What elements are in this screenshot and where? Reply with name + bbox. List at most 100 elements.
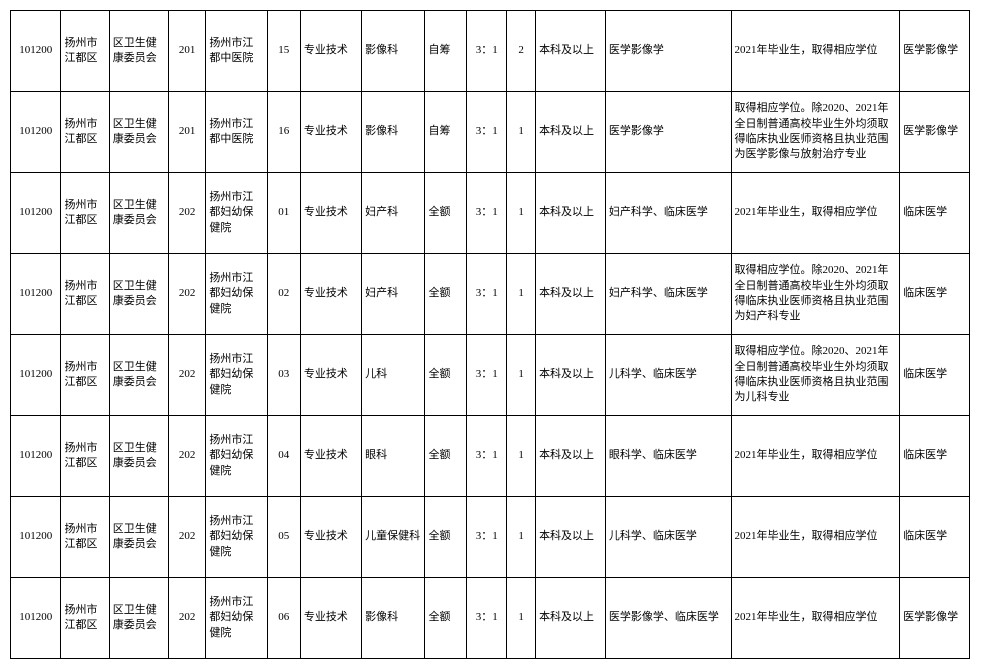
table-cell: 全额 (425, 416, 467, 497)
table-cell: 201 (168, 92, 206, 173)
table-cell: 1 (507, 335, 536, 416)
table-cell: 本科及以上 (536, 497, 606, 578)
table-cell: 1 (507, 497, 536, 578)
table-cell: 本科及以上 (536, 416, 606, 497)
table-cell: 本科及以上 (536, 335, 606, 416)
table-cell: 3：1 (467, 92, 507, 173)
table-cell: 自筹 (425, 11, 467, 92)
table-cell: 医学影像学 (605, 11, 731, 92)
table-cell: 全额 (425, 497, 467, 578)
table-cell: 2021年毕业生，取得相应学位 (731, 416, 900, 497)
table-cell: 3：1 (467, 173, 507, 254)
table-cell: 15 (267, 11, 300, 92)
table-cell: 专业技术 (300, 497, 361, 578)
table-row: 101200扬州市江都区区卫生健康委员会202扬州市江都妇幼保健院02专业技术妇… (11, 254, 970, 335)
table-cell: 1 (507, 92, 536, 173)
table-cell: 06 (267, 578, 300, 659)
table-cell: 区卫生健康委员会 (109, 254, 168, 335)
table-cell: 3：1 (467, 416, 507, 497)
table-cell: 本科及以上 (536, 578, 606, 659)
table-cell: 临床医学 (900, 254, 970, 335)
table-cell: 03 (267, 335, 300, 416)
table-cell: 区卫生健康委员会 (109, 416, 168, 497)
table-cell: 儿科学、临床医学 (605, 335, 731, 416)
table-cell: 202 (168, 173, 206, 254)
table-cell: 扬州市江都妇幼保健院 (206, 254, 267, 335)
table-cell: 扬州市江都妇幼保健院 (206, 497, 267, 578)
table-cell: 医学影像学 (900, 11, 970, 92)
table-cell: 3：1 (467, 335, 507, 416)
table-cell: 201 (168, 11, 206, 92)
table-cell: 3：1 (467, 578, 507, 659)
table-cell: 扬州市江都区 (61, 173, 109, 254)
recruitment-table: 101200扬州市江都区区卫生健康委员会201扬州市江都中医院15专业技术影像科… (10, 10, 970, 659)
table-cell: 自筹 (425, 92, 467, 173)
table-cell: 扬州市江都区 (61, 254, 109, 335)
table-cell: 02 (267, 254, 300, 335)
table-cell: 取得相应学位。除2020、2021年全日制普通高校毕业生外均须取得临床执业医师资… (731, 92, 900, 173)
table-cell: 1 (507, 173, 536, 254)
table-cell: 专业技术 (300, 578, 361, 659)
table-cell: 专业技术 (300, 92, 361, 173)
table-row: 101200扬州市江都区区卫生健康委员会202扬州市江都妇幼保健院04专业技术眼… (11, 416, 970, 497)
table-cell: 眼科学、临床医学 (605, 416, 731, 497)
table-cell: 区卫生健康委员会 (109, 578, 168, 659)
table-cell: 扬州市江都妇幼保健院 (206, 173, 267, 254)
table-cell: 202 (168, 335, 206, 416)
table-cell: 区卫生健康委员会 (109, 173, 168, 254)
table-cell: 医学影像学 (900, 92, 970, 173)
table-cell: 儿科 (362, 335, 425, 416)
table-row: 101200扬州市江都区区卫生健康委员会202扬州市江都妇幼保健院01专业技术妇… (11, 173, 970, 254)
table-cell: 扬州市江都妇幼保健院 (206, 335, 267, 416)
table-cell: 临床医学 (900, 497, 970, 578)
table-cell: 区卫生健康委员会 (109, 92, 168, 173)
table-cell: 扬州市江都妇幼保健院 (206, 578, 267, 659)
table-cell: 01 (267, 173, 300, 254)
table-cell: 2021年毕业生，取得相应学位 (731, 173, 900, 254)
table-cell: 专业技术 (300, 335, 361, 416)
table-cell: 扬州市江都区 (61, 497, 109, 578)
table-cell: 202 (168, 416, 206, 497)
table-cell: 2021年毕业生，取得相应学位 (731, 11, 900, 92)
table-cell: 3：1 (467, 254, 507, 335)
table-cell: 临床医学 (900, 173, 970, 254)
table-cell: 区卫生健康委员会 (109, 11, 168, 92)
table-cell: 本科及以上 (536, 254, 606, 335)
table-cell: 3：1 (467, 497, 507, 578)
table-cell: 专业技术 (300, 11, 361, 92)
table-cell: 医学影像学 (605, 92, 731, 173)
table-cell: 扬州市江都区 (61, 578, 109, 659)
table-cell: 临床医学 (900, 335, 970, 416)
table-cell: 101200 (11, 497, 61, 578)
table-cell: 取得相应学位。除2020、2021年全日制普通高校毕业生外均须取得临床执业医师资… (731, 254, 900, 335)
table-cell: 临床医学 (900, 416, 970, 497)
table-body: 101200扬州市江都区区卫生健康委员会201扬州市江都中医院15专业技术影像科… (11, 11, 970, 659)
table-cell: 扬州市江都区 (61, 416, 109, 497)
table-cell: 儿科学、临床医学 (605, 497, 731, 578)
table-cell: 101200 (11, 11, 61, 92)
table-cell: 04 (267, 416, 300, 497)
table-cell: 3：1 (467, 11, 507, 92)
table-cell: 影像科 (362, 11, 425, 92)
table-cell: 专业技术 (300, 416, 361, 497)
table-cell: 本科及以上 (536, 173, 606, 254)
table-cell: 16 (267, 92, 300, 173)
table-row: 101200扬州市江都区区卫生健康委员会202扬州市江都妇幼保健院06专业技术影… (11, 578, 970, 659)
table-cell: 101200 (11, 578, 61, 659)
table-cell: 1 (507, 254, 536, 335)
table-cell: 全额 (425, 254, 467, 335)
table-cell: 专业技术 (300, 254, 361, 335)
table-cell: 本科及以上 (536, 92, 606, 173)
table-cell: 妇产科学、临床医学 (605, 173, 731, 254)
table-cell: 202 (168, 497, 206, 578)
table-cell: 医学影像学 (900, 578, 970, 659)
table-cell: 2021年毕业生，取得相应学位 (731, 578, 900, 659)
table-cell: 101200 (11, 416, 61, 497)
table-cell: 101200 (11, 335, 61, 416)
table-row: 101200扬州市江都区区卫生健康委员会201扬州市江都中医院16专业技术影像科… (11, 92, 970, 173)
table-cell: 眼科 (362, 416, 425, 497)
table-cell: 202 (168, 578, 206, 659)
table-cell: 儿童保健科 (362, 497, 425, 578)
table-cell: 妇产科学、临床医学 (605, 254, 731, 335)
table-cell: 影像科 (362, 578, 425, 659)
